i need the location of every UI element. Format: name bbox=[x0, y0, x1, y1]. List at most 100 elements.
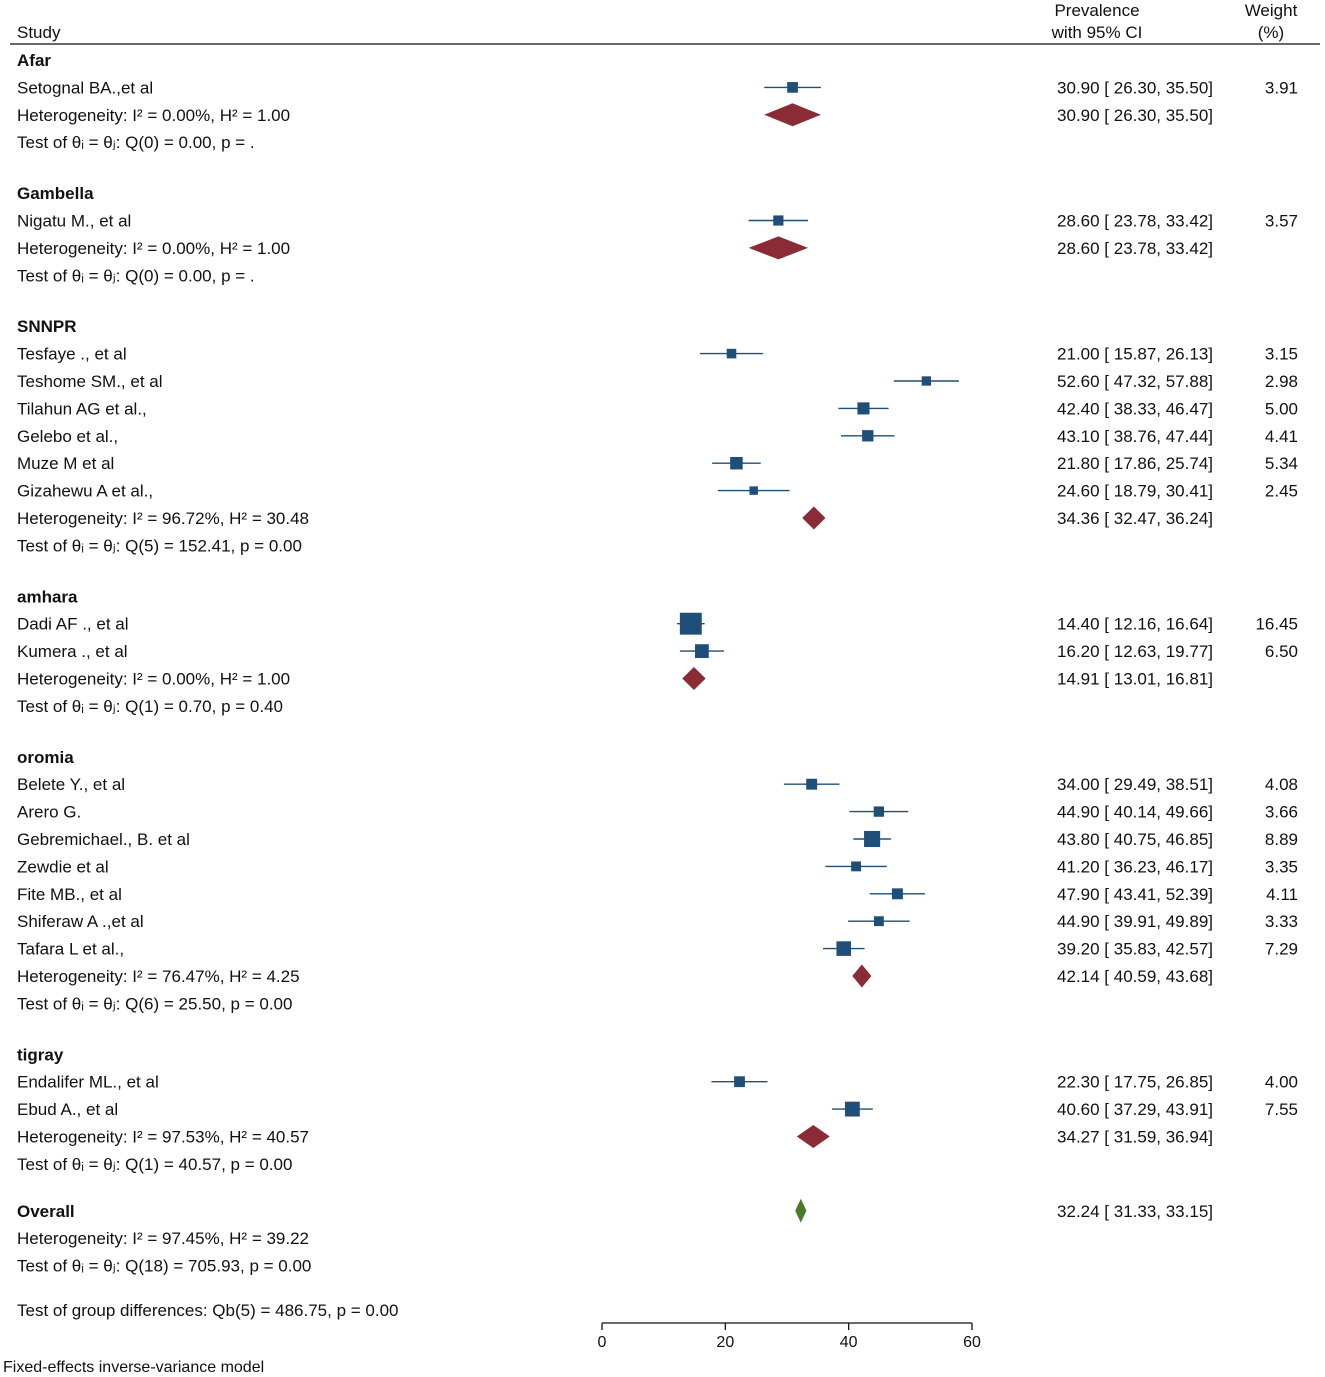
study-ci-text: 40.60 [ 37.29, 43.91] bbox=[1057, 1100, 1213, 1119]
study-label: Tafara L et al., bbox=[17, 940, 124, 959]
x-axis: 0 20 40 60 bbox=[598, 1322, 981, 1351]
study-label: Setognal BA.,et al bbox=[17, 78, 153, 97]
heterogeneity-text: Heterogeneity: I² = 0.00%, H² = 1.00 bbox=[17, 670, 290, 689]
study-label: Dadi AF ., et al bbox=[17, 615, 129, 634]
study-ci-text: 30.90 [ 26.30, 35.50] bbox=[1057, 78, 1213, 97]
study-weight-box bbox=[806, 778, 818, 790]
study-ci-text: 24.60 [ 18.79, 30.41] bbox=[1057, 482, 1213, 501]
study-label: Muze M et al bbox=[17, 454, 114, 473]
x-tick-label: 0 bbox=[598, 1334, 607, 1351]
study-weight-text: 7.55 bbox=[1265, 1100, 1298, 1119]
subgroup-title: tigray bbox=[17, 1045, 64, 1064]
study-row: Nigatu M., et al 28.60 [ 23.78, 33.42] 3.5… bbox=[17, 212, 1298, 231]
model-note: Fixed-effects inverse-variance model bbox=[3, 1359, 264, 1376]
subgroup-title: Afar bbox=[17, 51, 51, 70]
subgroup-title: Gambella bbox=[17, 184, 94, 203]
study-row: Tafara L et al., 39.20 [ 35.83, 42.57] 7.2… bbox=[17, 940, 1298, 959]
homogeneity-test-text: Test of θᵢ = θⱼ: Q(0) = 0.00, p = . bbox=[17, 266, 255, 285]
subgroup-diamond bbox=[764, 103, 821, 127]
subgroup-ci-text: 34.36 [ 32.47, 36.24] bbox=[1057, 509, 1213, 528]
homogeneity-test-text: Test of θᵢ = θⱼ: Q(0) = 0.00, p = . bbox=[17, 133, 255, 152]
study-label: Endalifer ML., et al bbox=[17, 1073, 159, 1092]
subgroup-0: Afar Setognal BA.,et al 30.90 [ 26.30, 35.… bbox=[17, 51, 1298, 152]
weight-header-line2: (%) bbox=[1258, 23, 1284, 42]
study-ci-text: 34.00 [ 29.49, 38.51] bbox=[1057, 775, 1213, 794]
study-row: Tilahun AG et al., 42.40 [ 38.33, 46.47] 5… bbox=[17, 399, 1298, 418]
study-weight-text: 5.34 bbox=[1265, 454, 1298, 473]
subgroup-summary-row: Heterogeneity: I² = 97.53%, H² = 40.57 34… bbox=[17, 1125, 1213, 1148]
homogeneity-test-text: Test of θᵢ = θⱼ: Q(1) = 0.70, p = 0.40 bbox=[17, 697, 283, 716]
subgroup-ci-text: 42.14 [ 40.59, 43.68] bbox=[1057, 967, 1213, 986]
subgroup-title: SNNPR bbox=[17, 317, 77, 336]
study-label: Tesfaye ., et al bbox=[17, 345, 127, 364]
study-row: Teshome SM., et al 52.60 [ 47.32, 57.88] 2… bbox=[17, 372, 1298, 391]
study-column-header: Study bbox=[17, 23, 61, 42]
forest-rows: Afar Setognal BA.,et al 30.90 [ 26.30, 35.… bbox=[17, 51, 1298, 1276]
heterogeneity-text: Heterogeneity: I² = 76.47%, H² = 4.25 bbox=[17, 967, 300, 986]
study-row: Ebud A., et al 40.60 [ 37.29, 43.91] 7.55 bbox=[17, 1100, 1298, 1119]
overall-title: Overall bbox=[17, 1202, 75, 1221]
subgroup-diamond bbox=[802, 506, 826, 530]
study-row: Belete Y., et al 34.00 [ 29.49, 38.51] 4.0… bbox=[17, 775, 1298, 794]
study-ci-text: 21.80 [ 17.86, 25.74] bbox=[1057, 454, 1213, 473]
study-weight-text: 16.45 bbox=[1255, 615, 1298, 634]
subgroup-diamond bbox=[748, 236, 809, 260]
study-row: Muze M et al 21.80 [ 17.86, 25.74] 5.34 bbox=[17, 454, 1298, 473]
study-weight-text: 3.91 bbox=[1265, 78, 1298, 97]
homogeneity-test-text: Test of θᵢ = θⱼ: Q(1) = 40.57, p = 0.00 bbox=[17, 1155, 292, 1174]
study-weight-text: 3.33 bbox=[1265, 912, 1298, 931]
study-weight-box bbox=[730, 456, 743, 470]
subgroup-diamond bbox=[796, 1125, 830, 1148]
heterogeneity-text: Heterogeneity: I² = 0.00%, H² = 1.00 bbox=[17, 106, 290, 125]
study-ci-text: 16.20 [ 12.63, 19.77] bbox=[1057, 642, 1213, 661]
study-weight-box bbox=[921, 376, 932, 386]
subgroup-1: Gambella Nigatu M., et al 28.60 [ 23.78, 3… bbox=[17, 184, 1298, 285]
subgroup-5: tigray Endalifer ML., et al 22.30 [ 17.75,… bbox=[17, 1045, 1298, 1174]
study-weight-box bbox=[679, 612, 702, 635]
overall-ci-text: 32.24 [ 31.33, 33.15] bbox=[1057, 1202, 1213, 1221]
study-ci-text: 42.40 [ 38.33, 46.47] bbox=[1057, 399, 1213, 418]
study-weight-text: 4.11 bbox=[1266, 885, 1298, 904]
overall-block: Overall 32.24 [ 31.33, 33.15] Heterogeneit… bbox=[17, 1198, 1213, 1276]
study-label: Gizahewu A et al., bbox=[17, 482, 153, 501]
subgroup-ci-text: 14.91 [ 13.01, 16.81] bbox=[1057, 670, 1213, 689]
study-row: Gelebo et al., 43.10 [ 38.76, 47.44] 4.41 bbox=[17, 427, 1298, 446]
study-weight-text: 4.41 bbox=[1265, 427, 1298, 446]
study-weight-box bbox=[891, 888, 903, 900]
study-label: Gebremichael., B. et al bbox=[17, 830, 190, 849]
study-weight-box bbox=[836, 941, 852, 956]
study-label: Shiferaw A .,et al bbox=[17, 912, 144, 931]
study-row: Dadi AF ., et al 14.40 [ 12.16, 16.64] 16.… bbox=[17, 612, 1298, 635]
study-weight-box bbox=[734, 1076, 745, 1088]
study-label: Kumera ., et al bbox=[17, 642, 128, 661]
overall-homogeneity-test-text: Test of θᵢ = θⱼ: Q(18) = 705.93, p = 0.0… bbox=[17, 1257, 311, 1276]
subgroup-summary-row: Heterogeneity: I² = 0.00%, H² = 1.00 28.6… bbox=[17, 236, 1213, 260]
subgroup-summary-row: Heterogeneity: I² = 0.00%, H² = 1.00 14.9… bbox=[17, 667, 1213, 690]
study-weight-text: 7.29 bbox=[1265, 940, 1298, 959]
study-row: Zewdie et al 41.20 [ 36.23, 46.17] 3.35 bbox=[17, 857, 1298, 876]
homogeneity-test-text: Test of θᵢ = θⱼ: Q(6) = 25.50, p = 0.00 bbox=[17, 994, 292, 1013]
study-weight-text: 5.00 bbox=[1265, 399, 1298, 418]
subgroup-diamond bbox=[682, 667, 706, 690]
study-weight-text: 3.35 bbox=[1265, 857, 1298, 876]
study-row: Shiferaw A .,et al 44.90 [ 39.91, 49.89] 3… bbox=[17, 912, 1298, 931]
study-label: Gelebo et al., bbox=[17, 427, 118, 446]
study-ci-text: 43.10 [ 38.76, 47.44] bbox=[1057, 427, 1213, 446]
x-tick-label: 60 bbox=[963, 1334, 981, 1351]
study-label: Ebud A., et al bbox=[17, 1100, 118, 1119]
homogeneity-test-text: Test of θᵢ = θⱼ: Q(5) = 152.41, p = 0.00 bbox=[17, 536, 302, 555]
study-row: Kumera ., et al 16.20 [ 12.63, 19.77] 6.50 bbox=[17, 642, 1298, 661]
study-row: Fite MB., et al 47.90 [ 43.41, 52.39] 4.11 bbox=[17, 885, 1298, 904]
study-weight-text: 3.66 bbox=[1265, 803, 1298, 822]
heterogeneity-text: Heterogeneity: I² = 96.72%, H² = 30.48 bbox=[17, 509, 309, 528]
x-tick-label: 20 bbox=[716, 1334, 734, 1351]
study-weight-box bbox=[857, 402, 870, 415]
overall-diamond bbox=[795, 1198, 807, 1223]
study-weight-text: 2.98 bbox=[1265, 372, 1298, 391]
study-weight-box bbox=[844, 1101, 860, 1117]
prevalence-header-line1: Prevalence bbox=[1054, 1, 1139, 20]
study-weight-text: 3.57 bbox=[1265, 212, 1298, 231]
group-difference-test: Test of group differences: Qb(5) = 486.7… bbox=[17, 1301, 399, 1320]
subgroup-diamond bbox=[852, 964, 872, 988]
